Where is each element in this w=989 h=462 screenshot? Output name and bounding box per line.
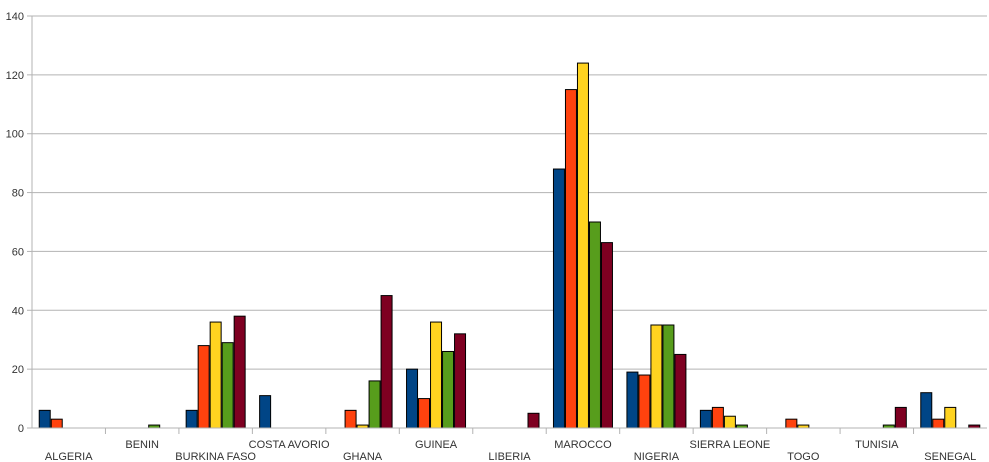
y-axis-tick-labels: 0 20 40 60 80 100 120 140 [6, 11, 24, 435]
x-tick-label: TUNISIA [855, 439, 899, 451]
bar [442, 350, 455, 429]
bar [344, 409, 357, 429]
x-tick-label: GHANA [343, 451, 383, 462]
y-tick-label: 120 [6, 70, 24, 82]
bar [723, 415, 736, 429]
bar [932, 418, 945, 429]
bar [50, 418, 63, 429]
bar [626, 371, 639, 429]
x-tick-label: SENEGAL [924, 451, 976, 462]
bar [209, 321, 222, 429]
y-tick-label: 40 [12, 305, 24, 317]
bar [662, 324, 675, 429]
axes [31, 16, 987, 434]
bar [221, 342, 234, 429]
bar [259, 395, 272, 429]
bar [380, 295, 393, 429]
bar [699, 409, 712, 429]
x-tick-label: BURKINA FASO [175, 451, 256, 462]
bar [564, 89, 577, 429]
bar [552, 168, 565, 429]
x-tick-label: SIERRA LEONE [690, 439, 771, 451]
y-tick-label: 0 [18, 423, 24, 435]
bar [38, 409, 51, 429]
bar [430, 321, 443, 429]
x-tick-label: LIBERIA [488, 451, 531, 462]
bar [406, 368, 419, 429]
bar [674, 353, 687, 429]
bar [576, 62, 589, 429]
bar [785, 418, 798, 429]
bar [368, 380, 381, 429]
bar [920, 392, 933, 429]
x-tick-label: ALGERIA [45, 451, 93, 462]
bar [185, 409, 198, 429]
y-tick-label: 100 [6, 129, 24, 141]
bar [650, 324, 663, 429]
bar [638, 374, 651, 429]
x-tick-label: GUINEA [415, 439, 458, 451]
bar [527, 412, 540, 429]
y-tick-label: 60 [12, 246, 24, 258]
bars [38, 62, 981, 429]
bar [197, 345, 210, 429]
y-tick-label: 20 [12, 364, 24, 376]
x-tick-label: TOGO [787, 451, 820, 462]
y-tick-label: 80 [12, 188, 24, 200]
bar [711, 406, 724, 429]
bar [233, 315, 246, 429]
x-tick-label: BENIN [125, 439, 159, 451]
bar [894, 406, 907, 429]
x-tick-label: COSTA AVORIO [249, 439, 330, 451]
bar [600, 242, 613, 429]
gridlines [27, 15, 987, 429]
bar [418, 398, 431, 429]
bar [454, 333, 467, 429]
bar [944, 406, 957, 429]
x-tick-label: NIGERIA [634, 451, 680, 462]
x-tick-label: MAROCCO [554, 439, 612, 451]
y-tick-label: 140 [6, 11, 24, 23]
bar [588, 221, 601, 429]
